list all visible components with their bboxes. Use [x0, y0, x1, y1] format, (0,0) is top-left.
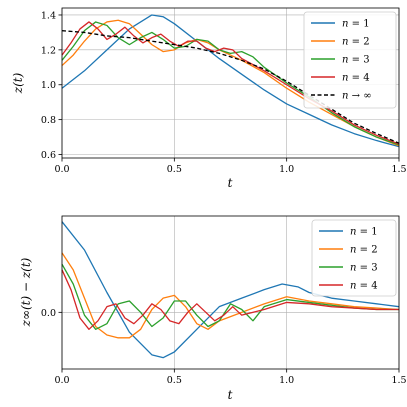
y-tick-label: 1.0 — [41, 80, 56, 91]
top-y-axis-label: z(t) — [11, 72, 25, 94]
x-tick-label: 1.5 — [391, 375, 406, 386]
x-tick-label: 1.5 — [391, 164, 406, 175]
series-line-4 — [61, 269, 399, 330]
x-tick-label: 1.0 — [279, 164, 294, 175]
legend-label: n = 4 — [350, 281, 378, 292]
legend-box — [311, 219, 397, 297]
x-tick-label: 0.0 — [54, 164, 69, 175]
top-x-ticks: 0.0 0.5 1.0 1.5 — [54, 158, 407, 175]
series-line-5 — [61, 30, 400, 144]
y-tick-label: 0.8 — [41, 115, 56, 126]
legend-label: n → ∞ — [342, 91, 372, 102]
x-tick-label: 0.5 — [167, 164, 182, 175]
legend-box — [303, 11, 397, 109]
top-chart: 0.0 0.5 1.0 1.5 0.6 0.8 1.0 1.2 1.4 t z(t) n = … — [11, 7, 407, 190]
top-plot-frame — [61, 7, 400, 159]
bottom-y-ticks: 0.0 — [41, 308, 62, 319]
series-line-2 — [61, 252, 400, 339]
legend-label: n = 1 — [350, 227, 378, 238]
x-tick-label: 1.0 — [279, 375, 294, 386]
legend-label: n = 2 — [350, 245, 378, 256]
series-line-4 — [61, 21, 400, 145]
y-tick-label: 1.2 — [41, 45, 56, 56]
bottom-series-group — [61, 221, 400, 359]
bottom-y-axis-label: z∞(t) − z(t) — [19, 257, 33, 327]
y-tick-label: 1.4 — [41, 10, 56, 21]
legend-label: n = 1 — [342, 19, 370, 30]
legend-label: n = 3 — [350, 263, 378, 274]
bottom-plot-frame — [61, 215, 400, 370]
x-tick-label: 0.5 — [167, 375, 182, 386]
series-line-3 — [61, 263, 399, 330]
bottom-x-ticks: 0.0 0.5 1.0 1.5 — [54, 369, 407, 386]
series-line-1 — [61, 14, 400, 148]
top-legend: n = 1 n = 2 n = 3 n = 4 n → ∞ — [303, 11, 397, 109]
legend-label: n = 3 — [342, 55, 370, 66]
legend-label: n = 2 — [342, 37, 370, 48]
y-tick-label: 0.0 — [41, 308, 56, 319]
x-tick-label: 0.0 — [54, 375, 69, 386]
series-line-1 — [61, 221, 400, 359]
legend-label: n = 4 — [342, 73, 370, 84]
bottom-legend: n = 1 n = 2 n = 3 n = 4 — [311, 219, 397, 297]
bottom-x-axis-label: t — [228, 388, 233, 402]
y-tick-label: 0.6 — [41, 150, 56, 161]
top-y-ticks: 0.6 0.8 1.0 1.2 1.4 — [41, 10, 62, 161]
top-x-axis-label: t — [228, 176, 233, 190]
bottom-chart: 0.0 0.5 1.0 1.5 0.0 t z∞(t) − z(t) n = 1n =… — [19, 215, 407, 402]
